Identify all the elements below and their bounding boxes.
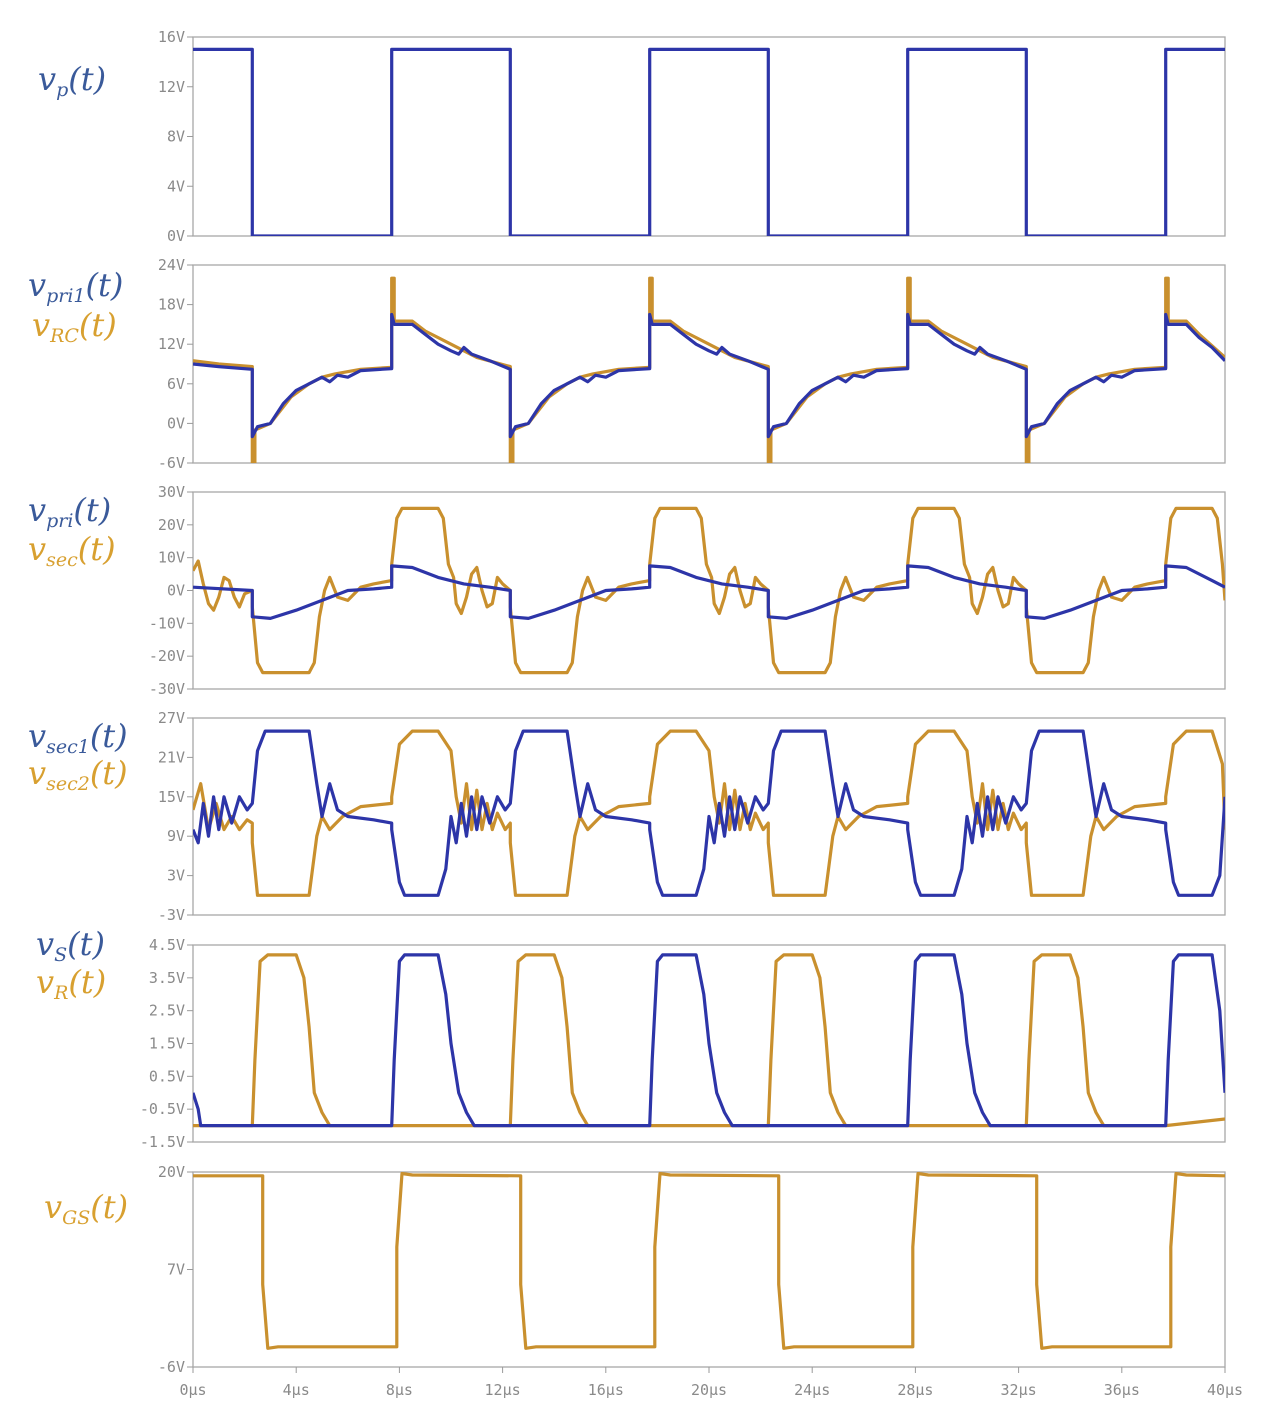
x-tick-label: 4µs: [283, 1381, 310, 1399]
y-tick-label: 21V: [158, 748, 185, 766]
series-line-gold: [193, 729, 1225, 897]
series-line-gold: [193, 506, 1225, 675]
y-tick-label: 6V: [167, 375, 185, 393]
plot-frame: [192, 264, 1226, 464]
series-line-blue: [193, 564, 1225, 620]
signal-label-pri: vpri(t): [28, 491, 111, 532]
signal-label-rc: vRC(t): [32, 306, 117, 347]
signal-label-p: vp(t): [38, 60, 106, 101]
y-tick-label: -20V: [149, 647, 185, 665]
signal-label-gs: vGS(t): [44, 1188, 128, 1229]
y-tick-label: 20V: [158, 516, 185, 534]
y-tick-label: 3.5V: [149, 969, 185, 987]
x-tick-label: 28µs: [897, 1381, 933, 1399]
signal-label-sec: vsec(t): [28, 530, 116, 571]
y-tick-label: 15V: [158, 788, 185, 806]
y-tick-label: 9V: [167, 827, 185, 845]
y-tick-label: 12V: [158, 78, 185, 96]
y-tick-label: 2.5V: [149, 1002, 185, 1020]
series-line-gold: [193, 1172, 1225, 1350]
y-tick-label: 16V: [158, 28, 185, 46]
x-tick-label: 8µs: [386, 1381, 413, 1399]
x-axis: 0µs 4µs 8µs 12µs 16µs 20µs 24µs 28µs 32µs 36µs 40µ…: [179, 1367, 1243, 1399]
x-tick-label: 0µs: [179, 1381, 206, 1399]
signal-label-sec2: vsec2(t): [28, 754, 128, 795]
y-tick-label: 10V: [158, 549, 185, 567]
series-line-gold: [193, 953, 1225, 1128]
y-tick-label: -0.5V: [140, 1100, 185, 1118]
series-line-blue: [193, 312, 1225, 439]
panel-2: -6V 0V 6V 12V 18V 24V vpri1(t)vRC(t): [28, 256, 1226, 472]
y-tick-label: -6V: [158, 1358, 185, 1376]
x-tick-label: 20µs: [691, 1381, 727, 1399]
plot-frame: [192, 36, 1226, 237]
panel-5: -1.5V -0.5V 0.5V 1.5V 2.5V 3.5V 4.5V vS(t)vR(t): [36, 925, 1226, 1151]
signal-label-pri1: vpri1(t): [28, 266, 123, 307]
y-tick-label: 27V: [158, 709, 185, 727]
y-tick-label: 4V: [167, 177, 185, 195]
x-tick-label: 12µs: [485, 1381, 521, 1399]
y-tick-label: 3V: [167, 867, 185, 885]
x-tick-label: 32µs: [1001, 1381, 1037, 1399]
panel-3: -30V -20V -10V 0V 10V 20V 30V vpri(t)vsec(t): [28, 483, 1226, 698]
panel-6: -6V 7V 20V vGS(t): [44, 1163, 1226, 1376]
y-tick-label: 4.5V: [149, 936, 185, 954]
y-tick-label: -6V: [158, 454, 185, 472]
y-tick-label: 30V: [158, 483, 185, 501]
x-tick-label: 16µs: [588, 1381, 624, 1399]
series-line-blue: [193, 47, 1225, 236]
panel-4: -3V 3V 9V 15V 21V 27V vsec1(t)vsec2(t): [28, 709, 1226, 924]
y-tick-label: -30V: [149, 680, 185, 698]
x-tick-label: 24µs: [794, 1381, 830, 1399]
y-tick-label: 20V: [158, 1163, 185, 1181]
plot-frame: [192, 1171, 1226, 1368]
signal-label-s: vS(t): [36, 925, 105, 966]
y-tick-label: -10V: [149, 614, 185, 632]
y-tick-label: 1.5V: [149, 1035, 185, 1053]
y-tick-label: -3V: [158, 906, 185, 924]
y-tick-label: 18V: [158, 296, 185, 314]
x-tick-label: 36µs: [1104, 1381, 1140, 1399]
y-tick-label: 7V: [167, 1261, 185, 1279]
panel-1: 0V 4V 8V 12V 16V vp(t): [38, 28, 1226, 245]
signal-label-r: vR(t): [36, 963, 106, 1004]
y-tick-label: 24V: [158, 256, 185, 274]
y-tick-label: 8V: [167, 128, 185, 146]
series-line-blue: [193, 729, 1225, 897]
y-tick-label: 12V: [158, 335, 185, 353]
series-line-blue: [193, 953, 1225, 1128]
y-tick-label: 0V: [167, 414, 185, 432]
y-tick-label: 0V: [167, 582, 185, 600]
y-tick-label: -1.5V: [140, 1133, 185, 1151]
y-tick-label: 0V: [167, 227, 185, 245]
x-tick-label: 40µs: [1207, 1381, 1243, 1399]
signal-label-sec1: vsec1(t): [28, 717, 128, 758]
y-tick-label: 0.5V: [149, 1067, 185, 1085]
